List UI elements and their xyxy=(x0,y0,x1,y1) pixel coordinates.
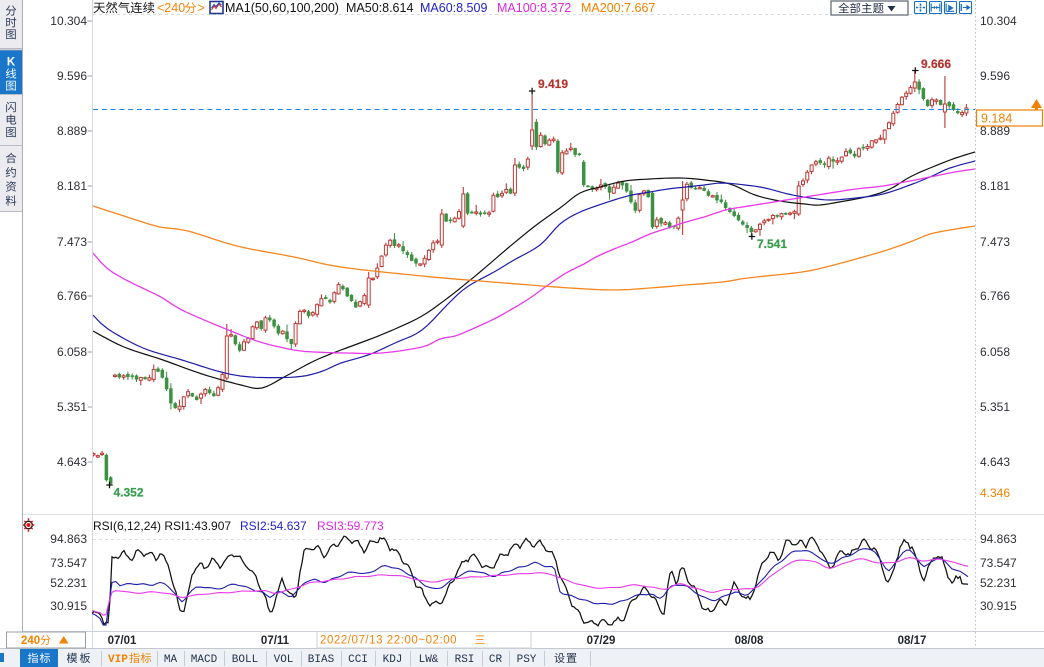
svg-text:MA100:8.372: MA100:8.372 xyxy=(497,1,571,15)
svg-text:CR: CR xyxy=(489,654,503,666)
svg-text:7.541: 7.541 xyxy=(757,237,787,251)
svg-text:9.419: 9.419 xyxy=(538,77,568,91)
svg-text:52.231: 52.231 xyxy=(980,576,1017,590)
svg-text:MA: MA xyxy=(164,654,178,666)
svg-text:2022/07/13 22:00~02:00: 2022/07/13 22:00~02:00 xyxy=(320,635,457,647)
svg-text:LW&: LW& xyxy=(419,654,439,666)
svg-text:73.547: 73.547 xyxy=(50,556,87,570)
svg-text:08/17: 08/17 xyxy=(898,635,927,647)
svg-text:PSY: PSY xyxy=(517,654,537,666)
svg-text:07/11: 07/11 xyxy=(261,635,290,647)
svg-text:>: > xyxy=(198,1,205,15)
svg-text:VIP: VIP xyxy=(108,654,128,666)
svg-text:6.058: 6.058 xyxy=(980,345,1010,359)
svg-text:9.666: 9.666 xyxy=(921,57,951,71)
svg-text:RSI3:59.773: RSI3:59.773 xyxy=(317,519,384,533)
svg-text:30.915: 30.915 xyxy=(50,599,87,613)
svg-text:BOLL: BOLL xyxy=(232,654,258,666)
svg-text:MA50:8.614: MA50:8.614 xyxy=(346,1,413,15)
svg-text:5.351: 5.351 xyxy=(57,400,87,414)
svg-text:VOL: VOL xyxy=(274,654,294,666)
svg-text:73.547: 73.547 xyxy=(980,556,1017,570)
svg-text:4.643: 4.643 xyxy=(980,455,1010,469)
svg-text:9.596: 9.596 xyxy=(57,69,87,83)
svg-text:52.231: 52.231 xyxy=(50,576,87,590)
svg-text:30.915: 30.915 xyxy=(980,599,1017,613)
svg-text:10.304: 10.304 xyxy=(50,14,87,28)
svg-text:8.181: 8.181 xyxy=(980,179,1010,193)
svg-text:4.346: 4.346 xyxy=(980,486,1010,500)
svg-text:6.766: 6.766 xyxy=(980,289,1010,303)
svg-text:BIAS: BIAS xyxy=(308,654,335,666)
svg-text:94.863: 94.863 xyxy=(50,532,87,546)
svg-text:9.596: 9.596 xyxy=(980,69,1010,83)
svg-text:MACD: MACD xyxy=(191,654,218,666)
svg-text:07/29: 07/29 xyxy=(587,635,616,647)
svg-text:<240: <240 xyxy=(157,1,185,15)
svg-text:MA200:7.667: MA200:7.667 xyxy=(581,1,655,15)
svg-text:KDJ: KDJ xyxy=(383,654,403,666)
svg-text:08/08: 08/08 xyxy=(735,635,764,647)
svg-text:8.889: 8.889 xyxy=(980,124,1010,138)
svg-text:07/01: 07/01 xyxy=(108,635,137,647)
svg-text:K: K xyxy=(7,57,16,69)
svg-text:CCI: CCI xyxy=(348,654,368,666)
svg-text:6.766: 6.766 xyxy=(57,289,87,303)
svg-text:RSI(6,12,24) RSI1:43.907: RSI(6,12,24) RSI1:43.907 xyxy=(93,519,231,533)
svg-text:8.889: 8.889 xyxy=(57,124,87,138)
svg-text:10.304: 10.304 xyxy=(980,14,1017,28)
svg-text:7.473: 7.473 xyxy=(980,235,1010,249)
svg-text:5.351: 5.351 xyxy=(980,400,1010,414)
svg-text:9.184: 9.184 xyxy=(981,112,1012,126)
svg-text:8.181: 8.181 xyxy=(57,179,87,193)
svg-text:240: 240 xyxy=(21,635,40,647)
svg-text:MA1(50,60,100,200): MA1(50,60,100,200) xyxy=(225,1,339,15)
svg-text:4.352: 4.352 xyxy=(114,486,144,500)
svg-text:6.058: 6.058 xyxy=(57,345,87,359)
svg-text:RSI2:54.637: RSI2:54.637 xyxy=(240,519,307,533)
svg-text:94.863: 94.863 xyxy=(980,532,1017,546)
svg-text:4.643: 4.643 xyxy=(57,455,87,469)
svg-text:7.473: 7.473 xyxy=(57,235,87,249)
svg-text:MA60:8.509: MA60:8.509 xyxy=(420,1,487,15)
svg-text:RSI: RSI xyxy=(455,654,475,666)
